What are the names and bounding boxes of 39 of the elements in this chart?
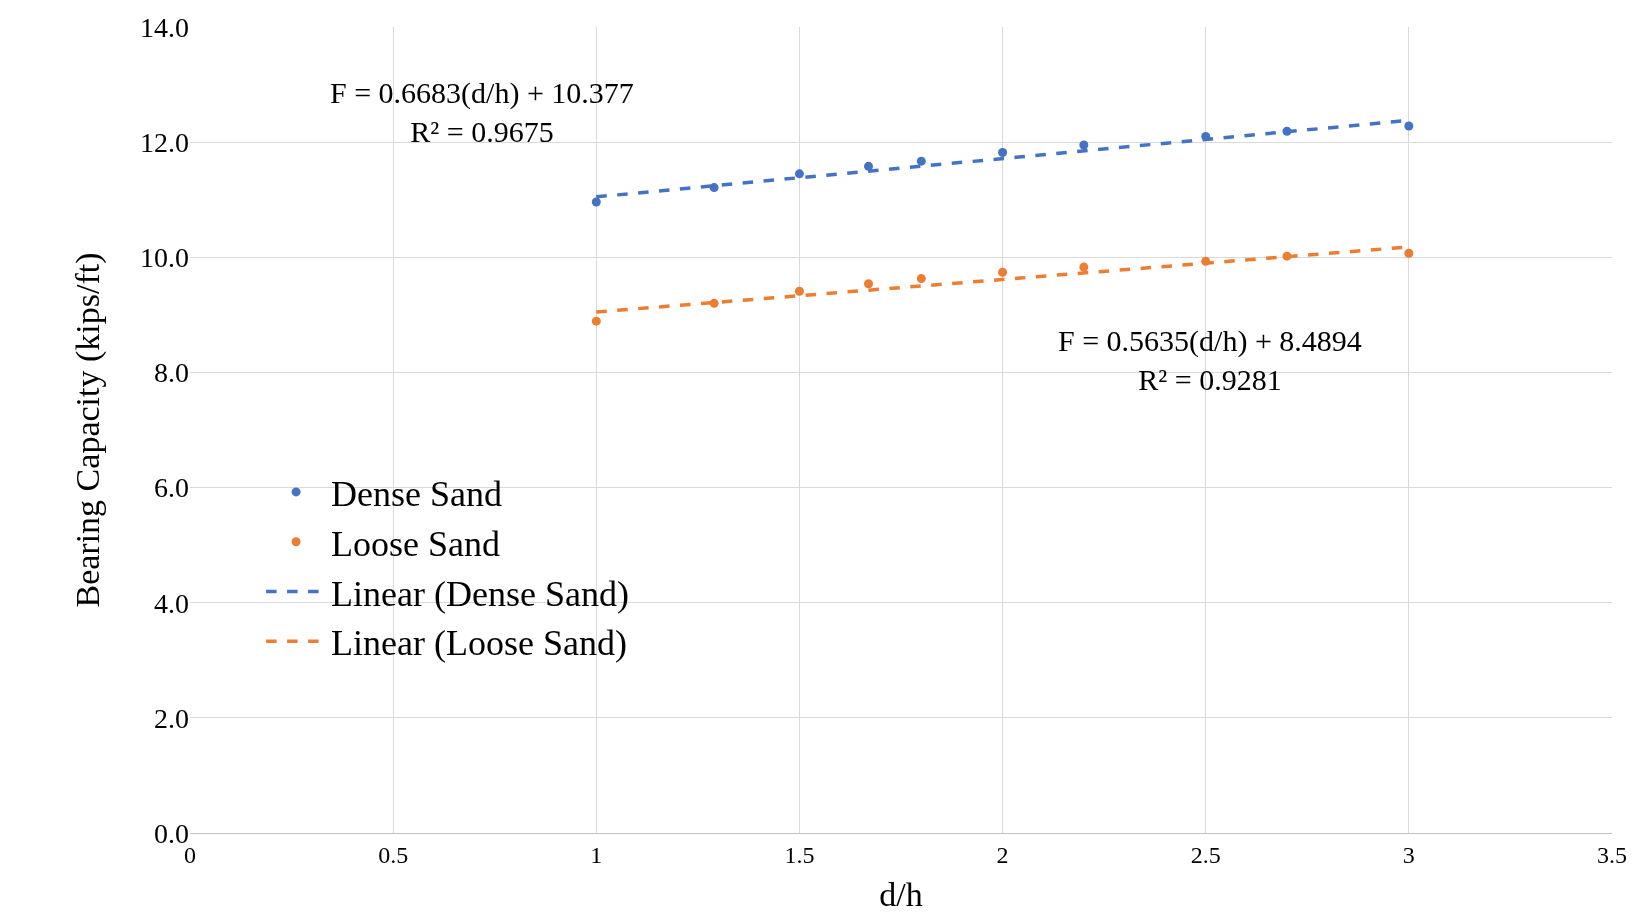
y-tick-label: 12.0: [140, 126, 189, 158]
point: [591, 316, 601, 326]
legend-label: Dense Sand: [331, 473, 503, 514]
y-tick-label: 0.0: [154, 817, 189, 849]
point: [916, 156, 926, 166]
x-tick-label: 3.5: [1597, 841, 1627, 868]
x-axis-title: d/h: [879, 876, 923, 914]
x-tick-label: 0.5: [378, 841, 409, 868]
x-tick-label: 2: [996, 841, 1009, 868]
y-tick-label: 4.0: [154, 587, 189, 619]
point: [794, 286, 804, 296]
point: [591, 197, 601, 207]
legend-label: Linear (Loose Sand): [331, 623, 628, 664]
point: [1404, 248, 1414, 258]
legend-label: Linear (Dense Sand): [331, 573, 629, 614]
y-tick-label: 10.0: [140, 242, 189, 274]
legend-label: Loose Sand: [331, 523, 501, 564]
point: [916, 274, 926, 284]
x-tick-label: 2.5: [1190, 841, 1221, 868]
y-tick-label: 6.0: [154, 472, 189, 504]
point: [794, 169, 804, 179]
point: [1079, 140, 1089, 150]
y-tick-label: 2.0: [154, 702, 189, 734]
point: [998, 148, 1008, 158]
y-axis-title: Bearing Capacity (kips/ft): [68, 252, 107, 608]
y-tick-label: 14.0: [140, 11, 189, 43]
annotation: F = 0.5635(d/h) + 8.4894 R² = 0.9281: [1058, 324, 1362, 396]
point: [709, 298, 719, 308]
point: [864, 279, 873, 289]
point: [709, 183, 719, 193]
x-tick-label: 1: [590, 841, 603, 868]
x-tick-label: 1.5: [784, 841, 815, 868]
point: [864, 161, 873, 171]
point: [1404, 121, 1414, 131]
point: [1079, 262, 1089, 272]
annotation: F = 0.6683(d/h) + 10.377 R² = 0.9675: [330, 76, 634, 148]
x-tick-label: 3: [1402, 841, 1415, 868]
y-tick-label: 8.0: [154, 357, 189, 389]
point: [998, 267, 1008, 277]
